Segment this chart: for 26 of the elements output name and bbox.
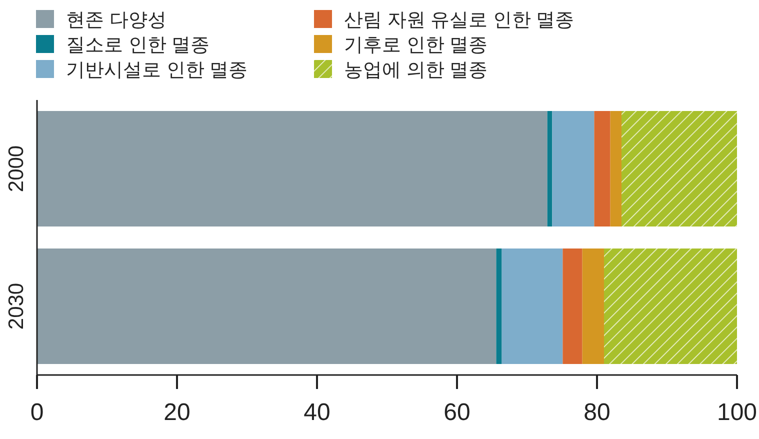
y-tick-label: 2000 [5, 145, 28, 192]
bar [562, 248, 582, 364]
bar [37, 248, 496, 364]
bar [594, 111, 610, 226]
legend-label: 농업에 의한 멸종 [344, 60, 488, 81]
bar [496, 248, 502, 364]
x-tick-label: 40 [304, 399, 330, 426]
bar [547, 111, 552, 226]
legend-label: 현존 다양성 [66, 10, 166, 31]
legend-label: 기후로 인한 멸종 [344, 35, 488, 56]
x-tick-label: 0 [30, 399, 44, 426]
x-tick-label: 20 [164, 399, 190, 426]
bar [604, 248, 737, 364]
x-tick-label: 80 [584, 399, 610, 426]
x-tick-label: 60 [444, 399, 470, 426]
x-tick-label: 100 [716, 399, 758, 426]
bar [622, 111, 737, 226]
legend-label: 기반시설로 인한 멸종 [66, 60, 248, 81]
bar [502, 248, 563, 364]
y-tick-label: 2030 [5, 282, 28, 330]
bar [582, 248, 604, 364]
bar [552, 111, 594, 226]
legend-label: 산림 자원 유실로 인한 멸종 [344, 10, 574, 31]
bar [37, 111, 548, 226]
bar [610, 111, 622, 226]
legend-label: 질소로 인한 멸종 [66, 35, 210, 56]
